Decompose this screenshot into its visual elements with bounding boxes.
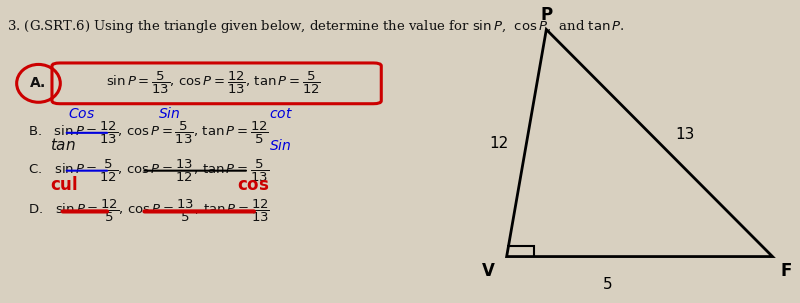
Text: 3. (G.SRT.6) Using the triangle given below, determine the value for $\sin P$,  : 3. (G.SRT.6) Using the triangle given be… bbox=[6, 18, 625, 35]
Text: $\sin P = \dfrac{5}{13}$, $\cos P = \dfrac{12}{13}$, $\tan P = \dfrac{5}{12}$: $\sin P = \dfrac{5}{13}$, $\cos P = \dfr… bbox=[106, 70, 321, 96]
Text: D.   $\sin P = \dfrac{12}{5}$, $\cos P = \dfrac{13}{5}$, $\tan P = \dfrac{12}{13: D. $\sin P = \dfrac{12}{5}$, $\cos P = \… bbox=[28, 198, 270, 225]
Text: $Sin$: $Sin$ bbox=[158, 106, 180, 121]
Text: A.: A. bbox=[30, 76, 46, 90]
Text: C.   $\sin P = \dfrac{5}{12}$, $\cos P = \dfrac{13}{12}$, $\tan P = \dfrac{5}{13: C. $\sin P = \dfrac{5}{12}$, $\cos P = \… bbox=[28, 158, 270, 184]
Text: B.   $\sin P = \dfrac{12}{13}$, $\cos P = \dfrac{5}{13}$, $\tan P = \dfrac{12}{5: B. $\sin P = \dfrac{12}{13}$, $\cos P = … bbox=[28, 120, 269, 146]
Text: $\mathbf{cos}$: $\mathbf{cos}$ bbox=[237, 176, 270, 194]
Text: 5: 5 bbox=[603, 277, 613, 292]
Text: 12: 12 bbox=[490, 135, 509, 151]
Text: F: F bbox=[781, 262, 792, 280]
Text: $Sin$: $Sin$ bbox=[269, 138, 291, 153]
Text: $Cos$: $Cos$ bbox=[68, 107, 95, 121]
Text: 13: 13 bbox=[675, 127, 694, 142]
Text: V: V bbox=[482, 262, 494, 280]
Text: $\mathbf{cul}$: $\mathbf{cul}$ bbox=[50, 176, 78, 194]
Text: P: P bbox=[540, 6, 552, 24]
Text: $tan$: $tan$ bbox=[50, 137, 76, 153]
Text: $cot$: $cot$ bbox=[269, 107, 293, 121]
